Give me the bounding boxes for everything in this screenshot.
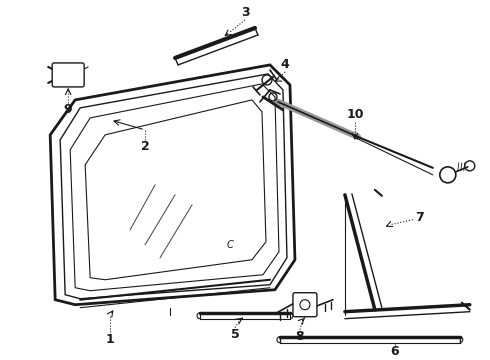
- Text: 1: 1: [106, 333, 115, 346]
- Text: 9: 9: [64, 103, 73, 116]
- FancyBboxPatch shape: [52, 63, 84, 87]
- Text: 4: 4: [281, 58, 289, 71]
- Text: 8: 8: [295, 330, 304, 343]
- Text: 6: 6: [391, 345, 399, 358]
- Text: 2: 2: [141, 140, 149, 153]
- FancyBboxPatch shape: [293, 293, 317, 317]
- Text: 7: 7: [416, 211, 424, 224]
- Text: 5: 5: [231, 328, 240, 341]
- Text: C: C: [227, 240, 233, 250]
- Text: 10: 10: [346, 108, 364, 121]
- Text: 3: 3: [241, 6, 249, 19]
